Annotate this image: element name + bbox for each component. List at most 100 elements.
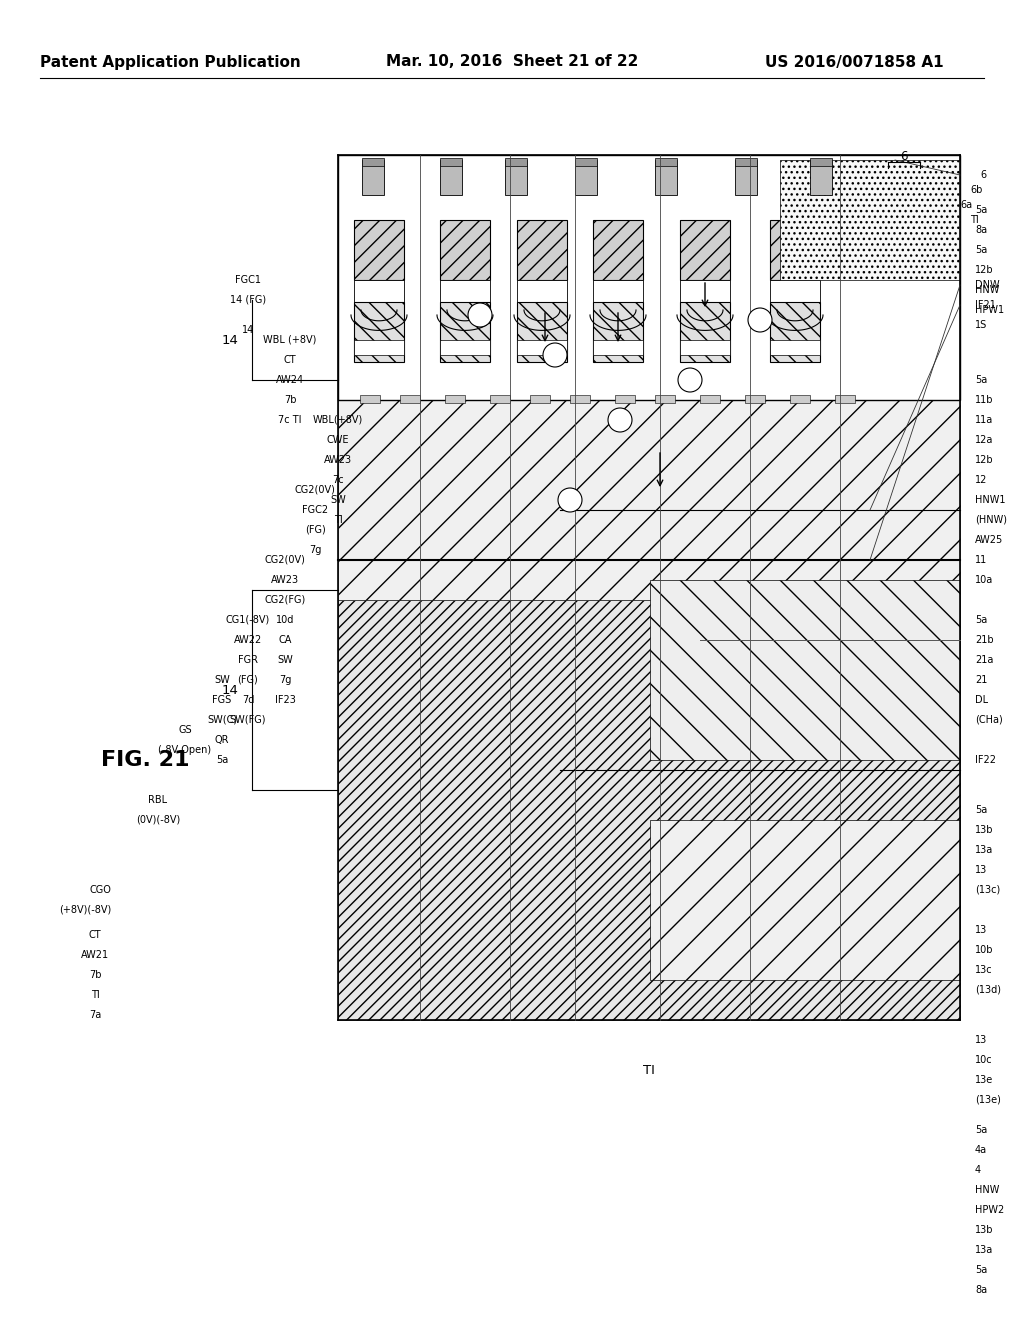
Text: 14: 14 xyxy=(242,325,254,335)
Bar xyxy=(575,158,597,166)
Bar xyxy=(593,302,643,362)
Text: Mar. 10, 2016  Sheet 21 of 22: Mar. 10, 2016 Sheet 21 of 22 xyxy=(386,54,638,70)
Text: HPW2: HPW2 xyxy=(975,1205,1005,1214)
Text: 10d: 10d xyxy=(275,615,294,624)
Bar xyxy=(505,160,527,195)
Text: SW: SW xyxy=(278,655,293,665)
Bar xyxy=(338,154,961,400)
Text: TI: TI xyxy=(643,1064,655,1077)
Bar xyxy=(835,395,855,403)
Text: (FG): (FG) xyxy=(304,525,326,535)
Text: 5a: 5a xyxy=(975,205,987,215)
Bar xyxy=(680,280,730,302)
Text: CG1(-8V): CG1(-8V) xyxy=(226,615,270,624)
Text: IF21: IF21 xyxy=(975,300,996,310)
Text: 13: 13 xyxy=(975,1035,987,1045)
Text: (FG): (FG) xyxy=(238,675,258,685)
Bar xyxy=(655,395,675,403)
Text: 10a: 10a xyxy=(975,576,993,585)
Text: SW: SW xyxy=(214,675,229,685)
Text: 11: 11 xyxy=(975,554,987,565)
Bar xyxy=(680,341,730,355)
Text: CGO: CGO xyxy=(89,884,111,895)
Text: IF23: IF23 xyxy=(274,696,296,705)
Text: TI: TI xyxy=(970,215,979,224)
Text: AW21: AW21 xyxy=(81,950,110,960)
Text: AW23: AW23 xyxy=(271,576,299,585)
Text: 8a: 8a xyxy=(975,224,987,235)
Text: 13c: 13c xyxy=(975,965,992,975)
Text: (HNW): (HNW) xyxy=(975,515,1007,525)
Text: 6: 6 xyxy=(980,170,986,180)
Bar xyxy=(700,395,720,403)
Text: 6: 6 xyxy=(900,150,907,164)
Text: 7c TI: 7c TI xyxy=(279,414,302,425)
Bar xyxy=(445,395,465,403)
Bar xyxy=(440,341,490,355)
Circle shape xyxy=(748,308,772,333)
Text: US 2016/0071858 A1: US 2016/0071858 A1 xyxy=(765,54,943,70)
Text: Patent Application Publication: Patent Application Publication xyxy=(40,54,300,70)
Bar xyxy=(680,220,730,280)
Text: 21b: 21b xyxy=(975,635,993,645)
Text: 7g: 7g xyxy=(309,545,322,554)
Text: FGS: FGS xyxy=(212,696,231,705)
Text: CT: CT xyxy=(89,931,101,940)
Text: AW25: AW25 xyxy=(975,535,1004,545)
Text: 7g: 7g xyxy=(279,675,291,685)
Bar xyxy=(655,158,677,166)
Text: IF22: IF22 xyxy=(975,755,996,766)
Bar xyxy=(505,158,527,166)
Text: 4a: 4a xyxy=(975,1144,987,1155)
Text: WBL (+8V): WBL (+8V) xyxy=(263,335,316,345)
Bar xyxy=(517,220,567,280)
Text: HNW: HNW xyxy=(975,285,999,294)
Text: 10b: 10b xyxy=(975,945,993,954)
Text: DL: DL xyxy=(975,696,988,705)
Text: FGC1: FGC1 xyxy=(234,275,261,285)
Text: SW(C): SW(C) xyxy=(207,715,238,725)
Text: FGR: FGR xyxy=(238,655,258,665)
Bar xyxy=(615,395,635,403)
Text: 6a: 6a xyxy=(961,201,972,210)
Text: 7d: 7d xyxy=(242,696,254,705)
Text: AW24: AW24 xyxy=(275,375,304,385)
Text: (-8V Open): (-8V Open) xyxy=(159,744,212,755)
Text: RBL: RBL xyxy=(148,795,168,805)
Bar xyxy=(780,160,961,280)
Text: 5a: 5a xyxy=(216,755,228,766)
Text: (+8V)(-8V): (+8V)(-8V) xyxy=(58,906,112,915)
Text: CWE: CWE xyxy=(327,436,349,445)
Bar xyxy=(593,341,643,355)
Text: (13c): (13c) xyxy=(975,884,1000,895)
Circle shape xyxy=(558,488,582,512)
Text: 13: 13 xyxy=(975,925,987,935)
Text: AW23: AW23 xyxy=(324,455,352,465)
Text: WBL(+8V): WBL(+8V) xyxy=(313,414,364,425)
Text: 14 (FG): 14 (FG) xyxy=(230,294,266,305)
Bar xyxy=(810,160,831,195)
Bar xyxy=(745,395,765,403)
Text: 5a: 5a xyxy=(975,1125,987,1135)
Bar xyxy=(440,220,490,280)
Text: 5a: 5a xyxy=(975,805,987,814)
Circle shape xyxy=(468,304,492,327)
Bar xyxy=(354,220,404,280)
Bar xyxy=(575,160,597,195)
Text: TI: TI xyxy=(91,990,99,1001)
Bar xyxy=(770,341,820,355)
Bar xyxy=(655,160,677,195)
Text: 12: 12 xyxy=(975,475,987,484)
Bar xyxy=(517,280,567,302)
Text: 1S: 1S xyxy=(975,319,987,330)
Bar xyxy=(735,158,757,166)
Text: DNW: DNW xyxy=(975,280,999,290)
Text: CG2(0V): CG2(0V) xyxy=(264,554,305,565)
Bar xyxy=(354,280,404,302)
Text: 5a: 5a xyxy=(975,1265,987,1275)
Bar xyxy=(790,395,810,403)
Bar xyxy=(810,158,831,166)
Bar xyxy=(593,220,643,280)
Text: 5a: 5a xyxy=(975,375,987,385)
Text: 13b: 13b xyxy=(975,1225,993,1236)
